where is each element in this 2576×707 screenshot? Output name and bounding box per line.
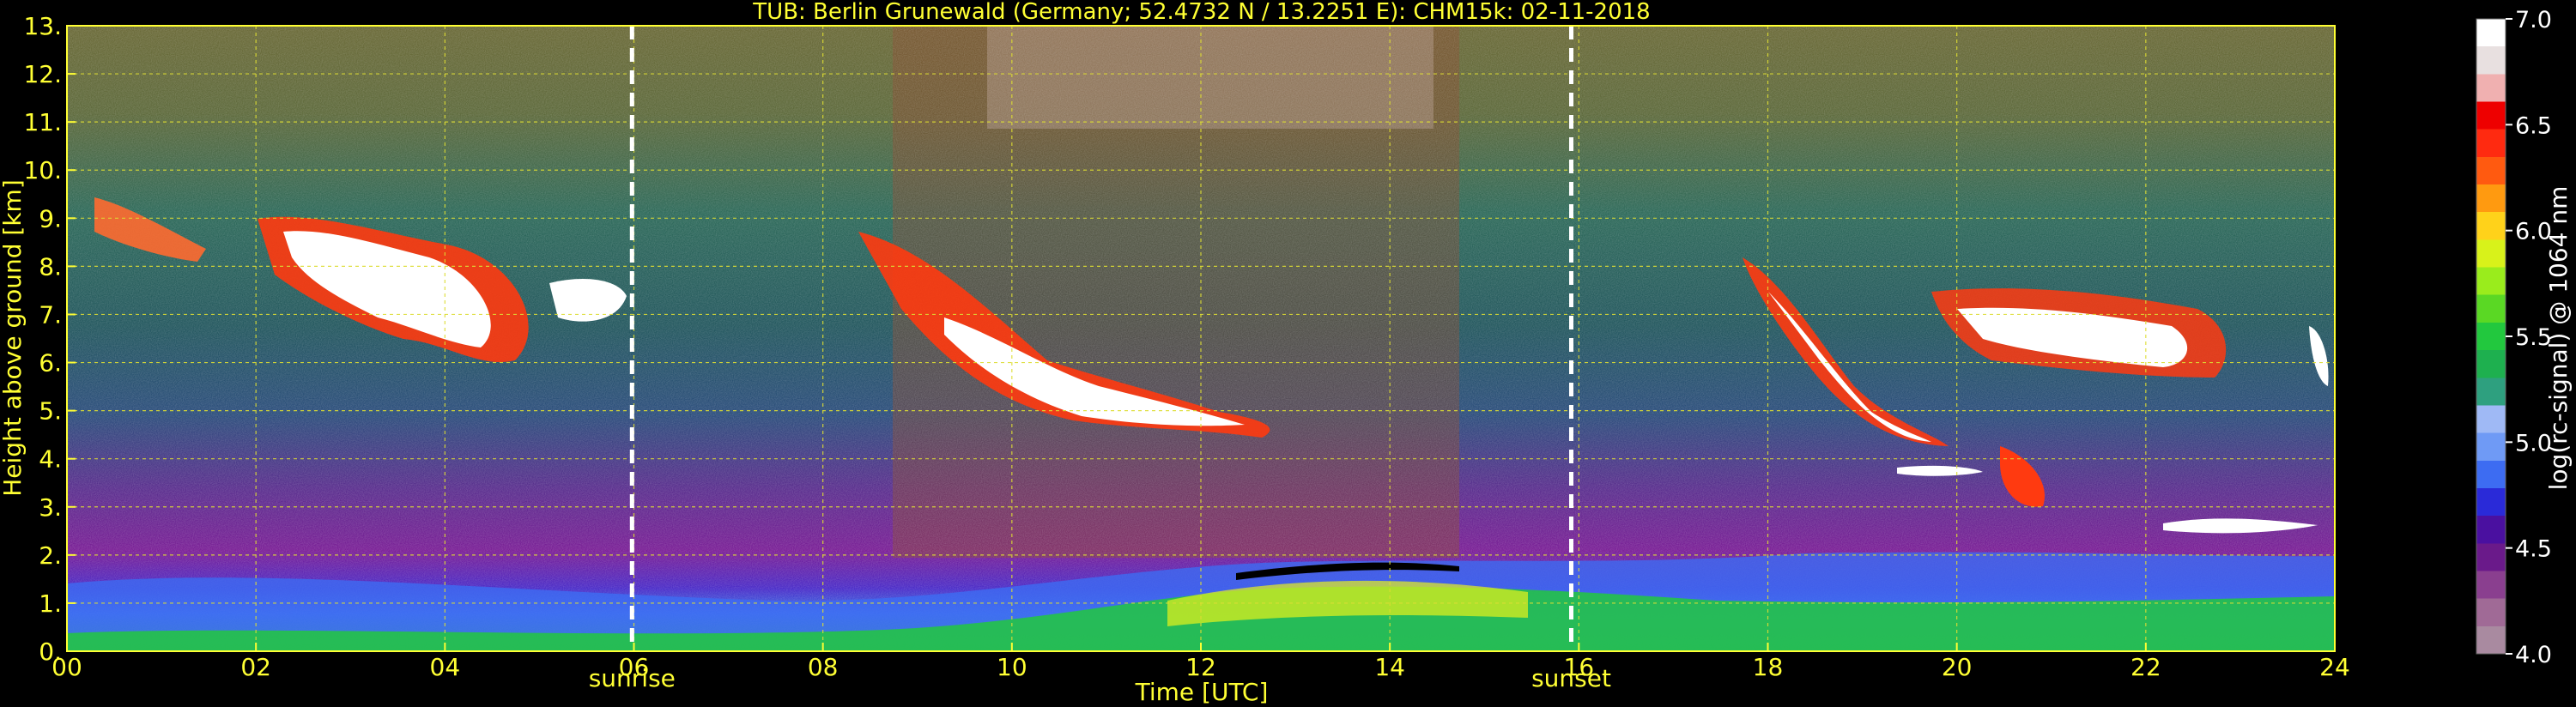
y-tick-label: 0. — [39, 638, 62, 666]
colorbar: 4.0 4.5 5.0 5.5 6.0 6.5 7.0 log(rc-signal) @ 1… — [2476, 7, 2573, 668]
y-axis-label: Height above ground [km] — [0, 179, 27, 497]
marker-label-sunrise: sunrise — [589, 664, 676, 692]
x-tick-label: 00 — [52, 653, 82, 681]
y-tick-label: 9. — [39, 204, 62, 233]
y-tick-label: 7. — [39, 300, 62, 329]
x-tick-label: 12 — [1185, 653, 1216, 681]
x-tick-label: 08 — [808, 653, 839, 681]
marker-label-sunset: sunset — [1531, 664, 1611, 692]
x-tick-label: 20 — [1942, 653, 1973, 681]
colorbar-gradient — [2476, 18, 2506, 655]
cirrus-clouds — [94, 197, 2329, 534]
y-tick-label: 8. — [39, 252, 62, 281]
x-tick-label: 10 — [997, 653, 1027, 681]
aerosol-layer-black — [1236, 562, 1459, 580]
y-tick-label: 10. — [23, 156, 62, 184]
x-axis-label: Time [UTC] — [1135, 678, 1269, 706]
x-tick-label: 18 — [1753, 653, 1784, 681]
grid-lines — [67, 26, 2335, 651]
y-tick-label: 12. — [23, 60, 62, 88]
x-tick-label: 02 — [240, 653, 271, 681]
colorbar-tick-label: 5.5 — [2515, 324, 2552, 351]
x-tick-label: 04 — [430, 653, 461, 681]
y-tick-label: 13. — [23, 12, 62, 40]
y-tick-label: 3. — [39, 493, 62, 522]
colorbar-tick-label: 4.5 — [2515, 536, 2552, 563]
y-tick-label: 11. — [23, 108, 62, 136]
y-axis: 0. 1. 2. 3. 4. 5. 6. 7. 8. 9. 10. 11. 12. 13. — [23, 12, 76, 666]
x-axis: 00 02 04 06 08 10 12 14 16 18 20 22 24 — [52, 643, 2350, 681]
y-tick-label: 5. — [39, 397, 62, 426]
colorbar-ticks: 4.0 4.5 5.0 5.5 6.0 6.5 7.0 — [2506, 7, 2552, 668]
colorbar-tick-label: 6.0 — [2515, 219, 2552, 245]
x-tick-label: 24 — [2319, 653, 2350, 681]
colorbar-tick-label: 6.5 — [2515, 112, 2552, 139]
y-tick-label: 6. — [39, 349, 62, 378]
y-tick-label: 1. — [39, 589, 62, 618]
sun-markers: sunrise sunset — [589, 26, 1611, 692]
colorbar-tick-label: 4.0 — [2515, 642, 2552, 668]
x-tick-label: 14 — [1374, 653, 1405, 681]
colorbar-tick-label: 5.0 — [2515, 430, 2552, 456]
colorbar-label: log(rc-signal) @ 1064 nm — [2544, 186, 2573, 491]
x-tick-label: 06 — [619, 653, 650, 681]
y-tick-label: 2. — [39, 541, 62, 570]
y-tick-label: 4. — [39, 445, 62, 474]
x-tick-label: 22 — [2131, 653, 2161, 681]
x-tick-label: 16 — [1564, 653, 1595, 681]
chart-title: TUB: Berlin Grunewald (Germany; 52.4732 … — [752, 0, 1650, 25]
colorbar-tick-label: 7.0 — [2515, 7, 2552, 33]
